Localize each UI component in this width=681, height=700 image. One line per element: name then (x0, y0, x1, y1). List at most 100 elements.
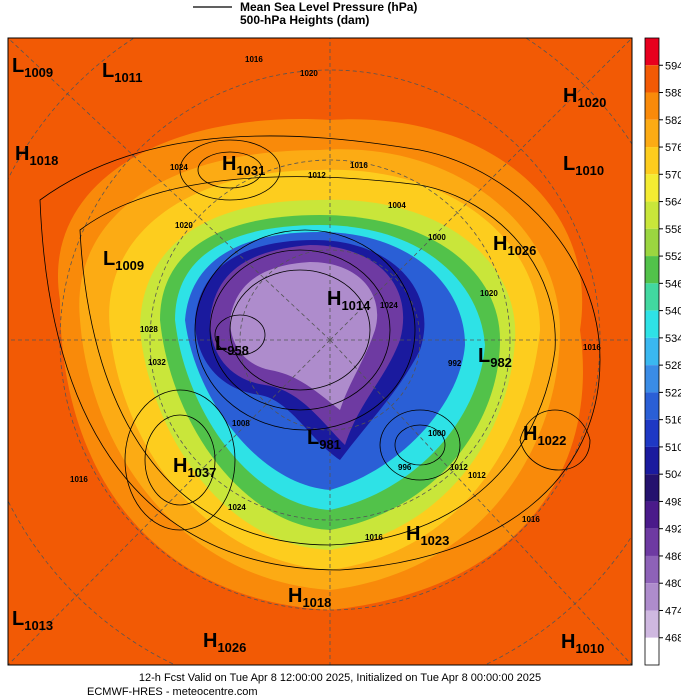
colorbar-swatch (645, 119, 659, 148)
legend-heights: 500-hPa Heights (dam) (240, 13, 369, 27)
center-letter: L (12, 608, 24, 630)
colorbar-label: 528 (665, 360, 681, 372)
colorbar-label: 576 (665, 142, 681, 154)
colorbar-swatch (645, 228, 659, 257)
contour-label: 1000 (428, 429, 446, 438)
contour-label: 1004 (388, 201, 406, 210)
colorbar-label: 552 (665, 251, 681, 263)
contour-label: 1016 (245, 55, 263, 64)
center-letter: H (288, 585, 302, 607)
contour-label: 1016 (365, 533, 383, 542)
contour-label: 1024 (170, 163, 188, 172)
contour-label: 1008 (232, 419, 250, 428)
center-value: 1023 (420, 533, 449, 548)
center-value: 1009 (24, 65, 53, 80)
colorbar-label: 486 (665, 551, 681, 563)
contour-label: 1016 (583, 343, 601, 352)
pressure-center: H1026 (203, 630, 246, 655)
center-value: 1014 (341, 298, 371, 313)
center-letter: H (561, 631, 575, 653)
center-letter: H (15, 143, 29, 165)
colorbar-swatch (645, 392, 659, 420)
legend-pressure: Mean Sea Level Pressure (hPa) (240, 0, 417, 14)
center-value: 1010 (575, 641, 604, 656)
pressure-center: H1018 (15, 143, 58, 168)
center-value: 1010 (575, 163, 604, 178)
center-value: 1009 (115, 258, 144, 273)
colorbar-swatch (645, 501, 659, 529)
center-value: 958 (227, 343, 249, 358)
center-value: 1013 (24, 618, 53, 633)
center-letter: H (327, 288, 341, 310)
colorbar-label: 558 (665, 224, 681, 236)
colorbar-label: 468 (665, 633, 681, 645)
center-value: 1018 (302, 595, 331, 610)
center-letter: L (12, 55, 24, 77)
center-letter: L (102, 60, 114, 82)
pressure-center: L1013 (12, 608, 53, 633)
colorbar-swatch (645, 65, 659, 93)
contour-label: 1028 (140, 325, 158, 334)
pressure-center: H1010 (561, 631, 604, 656)
colorbar-swatch (645, 555, 659, 584)
center-letter: H (523, 423, 537, 445)
center-letter: L (307, 427, 319, 449)
colorbar-label: 564 (665, 197, 681, 209)
contour-label: 1012 (468, 471, 486, 480)
pressure-center: H1037 (173, 455, 216, 480)
colorbar-swatch (645, 337, 659, 366)
isobars (39, 135, 601, 571)
colorbar-label: 480 (665, 578, 681, 590)
center-value: 1026 (507, 243, 536, 258)
contour-label: 992 (448, 359, 462, 368)
colorbar-swatch (645, 310, 659, 338)
center-value: 1018 (29, 153, 58, 168)
colorbar-label: 510 (665, 442, 681, 454)
center-value: 1031 (236, 163, 265, 178)
height-band (230, 262, 378, 410)
contour-label: 1020 (480, 289, 498, 298)
center-value: 1020 (577, 95, 606, 110)
contour-label: 1016 (350, 161, 368, 170)
map-frame (7, 37, 633, 666)
center-value: 981 (319, 437, 341, 452)
pressure-center: H1026 (493, 233, 536, 258)
pressure-center: H1018 (288, 585, 331, 610)
colorbar-swatch (645, 419, 659, 447)
colorbar-label: 504 (665, 469, 681, 481)
center-value: 1026 (217, 640, 246, 655)
colorbar-label: 516 (665, 415, 681, 427)
colorbar-swatch (645, 583, 659, 611)
pressure-center: L1009 (12, 55, 53, 80)
pressure-center: L1010 (563, 153, 604, 178)
colorbar-label: 474 (665, 605, 681, 617)
colorbar-swatch (645, 201, 659, 229)
contour-labels: 1016 1020 1024 1020 1016 1012 1004 1000 992 1020 1… (70, 55, 601, 542)
colorbar-swatch (645, 174, 659, 202)
pressure-center: L982 (478, 345, 512, 370)
pressure-center: L1009 (103, 248, 144, 273)
contour-label: 1020 (175, 221, 193, 230)
center-letter: L (478, 345, 490, 367)
pressure-center: L1011 (102, 60, 142, 85)
colorbar-label: 570 (665, 169, 681, 181)
contour-label: 1000 (428, 233, 446, 242)
pressure-center: L958 (215, 333, 249, 358)
colorbar-label: 582 (665, 115, 681, 127)
colorbar-label: 534 (665, 333, 681, 345)
colorbar-label: 594 (665, 60, 681, 72)
contour-label: 1012 (308, 171, 326, 180)
footer-valid: 12-h Fcst Valid on Tue Apr 8 12:00:00 20… (139, 672, 541, 684)
pressure-center: H1023 (406, 523, 449, 548)
contour-label: 996 (398, 463, 412, 472)
footer-source: ECMWF-HRES - meteocentre.com (87, 686, 258, 698)
center-letter: H (406, 523, 420, 545)
colorbar-swatch (645, 147, 659, 175)
colorbar-frame (644, 37, 660, 666)
center-letter: L (215, 333, 227, 355)
center-value: 1011 (114, 70, 142, 85)
contour-label: 1024 (228, 503, 246, 512)
